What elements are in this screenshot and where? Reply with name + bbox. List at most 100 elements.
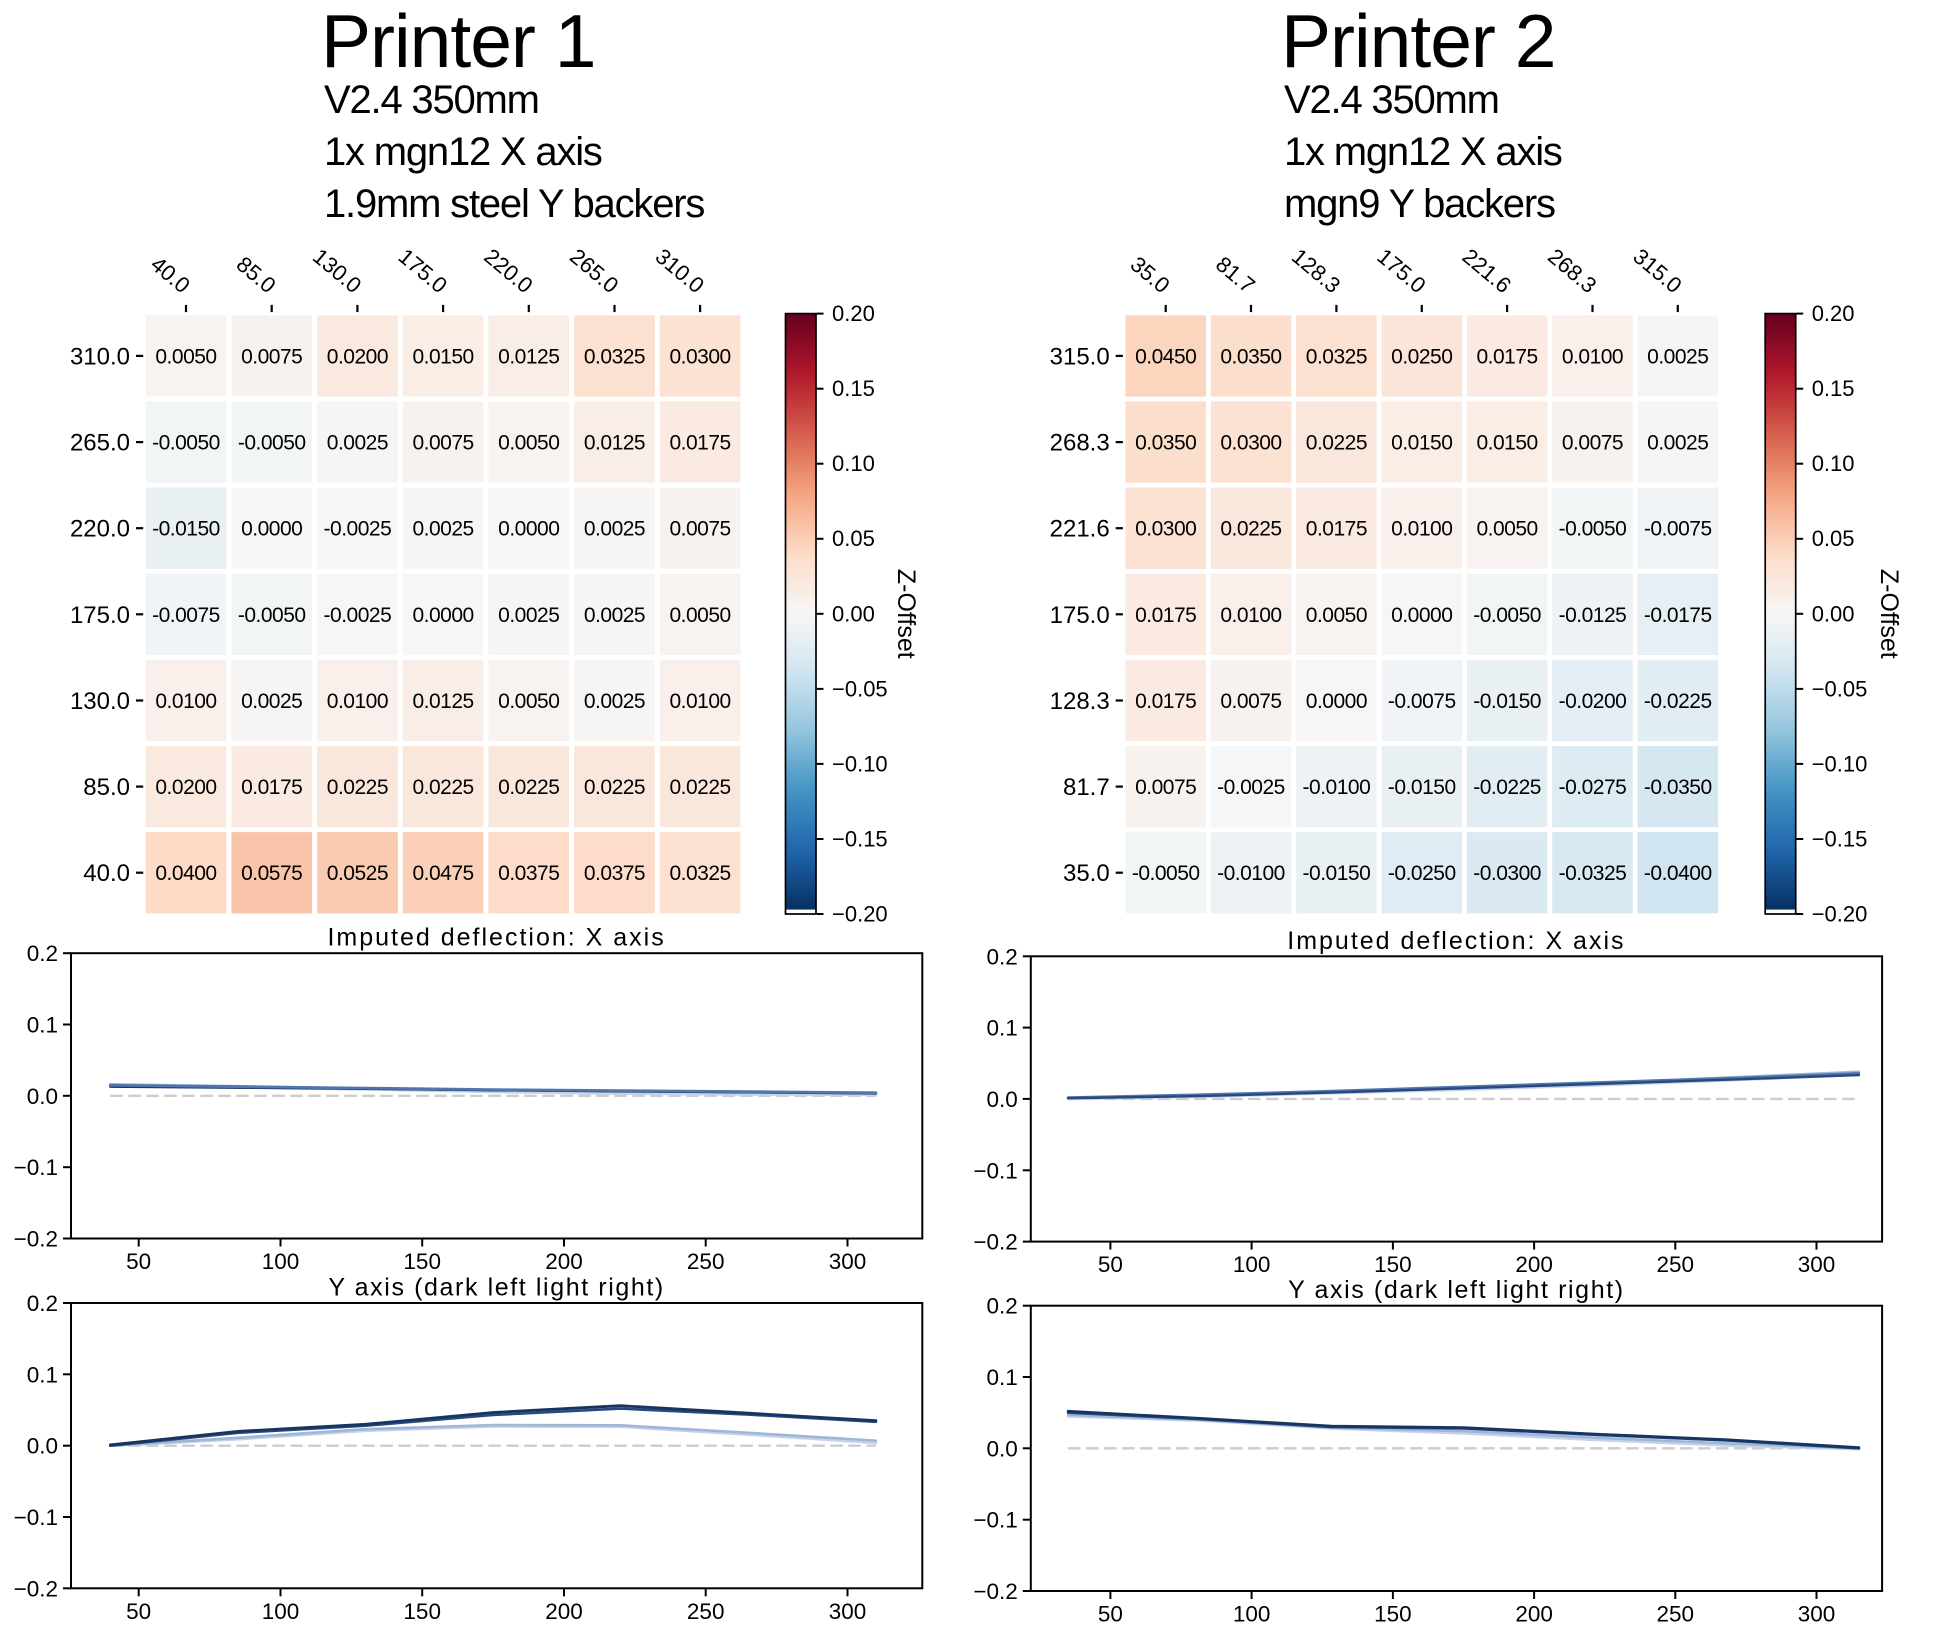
svg-text:0.0050: 0.0050 (1306, 604, 1367, 627)
svg-text:0.0050: 0.0050 (155, 345, 216, 368)
svg-text:0.0: 0.0 (27, 1084, 58, 1109)
svg-text:300: 300 (1798, 1252, 1836, 1277)
svg-text:50: 50 (126, 1599, 151, 1624)
svg-text:0.0: 0.0 (987, 1087, 1018, 1112)
svg-text:0.0025: 0.0025 (584, 604, 645, 627)
svg-text:0.05: 0.05 (1812, 526, 1855, 551)
svg-text:-0.0025: -0.0025 (324, 604, 392, 627)
svg-text:-0.0200: -0.0200 (1559, 690, 1627, 713)
svg-text:Y axis (dark left light right): Y axis (dark left light right) (1288, 1276, 1625, 1304)
svg-text:0.0175: 0.0175 (669, 432, 730, 455)
svg-text:250: 250 (1657, 1252, 1695, 1277)
svg-text:0.0100: 0.0100 (1562, 345, 1623, 368)
svg-text:250: 250 (687, 1599, 725, 1624)
svg-text:0.0150: 0.0150 (1476, 432, 1537, 455)
svg-text:0.0100: 0.0100 (669, 690, 730, 713)
svg-text:0.15: 0.15 (832, 376, 875, 401)
svg-text:-0.0150: -0.0150 (152, 518, 220, 541)
svg-text:0.0050: 0.0050 (498, 690, 559, 713)
svg-text:-0.0050: -0.0050 (1473, 604, 1541, 627)
svg-text:0.0325: 0.0325 (584, 345, 645, 368)
svg-text:250: 250 (687, 1249, 725, 1274)
svg-text:-0.0400: -0.0400 (1644, 862, 1712, 885)
svg-text:0.0150: 0.0150 (412, 345, 473, 368)
svg-text:0.0000: 0.0000 (1391, 604, 1452, 627)
svg-text:0.0025: 0.0025 (498, 604, 559, 627)
svg-text:−0.1: −0.1 (973, 1158, 1017, 1183)
svg-text:0.0300: 0.0300 (669, 345, 730, 368)
svg-text:Printer 1: Printer 1 (321, 0, 595, 83)
svg-text:−0.05: −0.05 (1812, 676, 1868, 701)
svg-text:-0.0025: -0.0025 (324, 518, 392, 541)
svg-text:300: 300 (829, 1599, 867, 1624)
svg-text:-0.0075: -0.0075 (1388, 690, 1456, 713)
svg-text:-0.0100: -0.0100 (1303, 776, 1371, 799)
svg-text:200: 200 (545, 1249, 583, 1274)
svg-text:−0.15: −0.15 (1812, 827, 1868, 852)
svg-text:0.0025: 0.0025 (241, 690, 302, 713)
svg-text:−0.05: −0.05 (832, 676, 888, 701)
svg-text:0.0075: 0.0075 (1562, 432, 1623, 455)
svg-text:0.0075: 0.0075 (1135, 776, 1196, 799)
svg-text:0.10: 0.10 (1812, 451, 1855, 476)
svg-text:0.20: 0.20 (1812, 301, 1855, 326)
svg-text:0.2: 0.2 (27, 941, 58, 966)
svg-text:0.0225: 0.0225 (327, 776, 388, 799)
svg-text:40.0: 40.0 (83, 860, 130, 887)
svg-text:220.0: 220.0 (70, 516, 130, 543)
svg-text:mgn9 Y backers: mgn9 Y backers (1284, 182, 1555, 226)
svg-text:−0.2: −0.2 (973, 1230, 1017, 1255)
svg-text:100: 100 (1233, 1252, 1271, 1277)
svg-text:-0.0150: -0.0150 (1388, 776, 1456, 799)
svg-text:100: 100 (1233, 1602, 1271, 1627)
svg-text:0.0050: 0.0050 (498, 432, 559, 455)
svg-text:0.0225: 0.0225 (412, 776, 473, 799)
svg-text:0.1: 0.1 (27, 1013, 58, 1038)
svg-text:-0.0050: -0.0050 (152, 432, 220, 455)
svg-text:-0.0250: -0.0250 (1388, 862, 1456, 885)
svg-text:Imputed deflection: X axis: Imputed deflection: X axis (1287, 927, 1625, 955)
svg-text:0.0025: 0.0025 (1647, 345, 1708, 368)
svg-text:100: 100 (262, 1599, 300, 1624)
svg-text:0.0475: 0.0475 (412, 862, 473, 885)
svg-text:−0.1: −0.1 (14, 1505, 58, 1530)
svg-text:0.0075: 0.0075 (412, 432, 473, 455)
svg-text:−0.2: −0.2 (14, 1576, 58, 1601)
svg-text:0.0225: 0.0225 (1306, 432, 1367, 455)
svg-text:0.0025: 0.0025 (584, 518, 645, 541)
svg-text:0.0000: 0.0000 (1306, 690, 1367, 713)
svg-text:0.0075: 0.0075 (669, 518, 730, 541)
svg-text:−0.2: −0.2 (14, 1227, 58, 1252)
svg-text:0.0350: 0.0350 (1220, 345, 1281, 368)
svg-text:−0.1: −0.1 (973, 1508, 1017, 1533)
svg-text:0.0175: 0.0175 (1135, 604, 1196, 627)
svg-text:0.0200: 0.0200 (155, 776, 216, 799)
svg-text:0.0250: 0.0250 (1391, 345, 1452, 368)
svg-text:Y axis (dark left light right): Y axis (dark left light right) (328, 1274, 665, 1302)
svg-text:-0.0050: -0.0050 (238, 432, 306, 455)
svg-text:0.0000: 0.0000 (412, 604, 473, 627)
svg-text:1.9mm steel Y backers: 1.9mm steel Y backers (324, 182, 704, 226)
svg-text:0.0050: 0.0050 (669, 604, 730, 627)
svg-text:Printer 2: Printer 2 (1281, 0, 1555, 83)
svg-text:0.20: 0.20 (832, 301, 875, 326)
svg-text:0.0375: 0.0375 (498, 862, 559, 885)
svg-text:250: 250 (1657, 1602, 1695, 1627)
svg-text:150: 150 (1374, 1252, 1412, 1277)
svg-text:100: 100 (262, 1249, 300, 1274)
svg-text:−0.2: −0.2 (973, 1579, 1017, 1604)
svg-text:-0.0350: -0.0350 (1644, 776, 1712, 799)
svg-text:V2.4 350mm: V2.4 350mm (1284, 78, 1499, 122)
svg-text:0.0125: 0.0125 (412, 690, 473, 713)
svg-text:0.0150: 0.0150 (1391, 432, 1452, 455)
svg-text:0.0100: 0.0100 (1391, 518, 1452, 541)
svg-text:-0.0150: -0.0150 (1473, 690, 1541, 713)
svg-text:0.0225: 0.0225 (584, 776, 645, 799)
svg-text:0.0025: 0.0025 (1647, 432, 1708, 455)
svg-text:0.0100: 0.0100 (1220, 604, 1281, 627)
svg-text:−0.1: −0.1 (14, 1155, 58, 1180)
svg-text:0.05: 0.05 (832, 526, 875, 551)
svg-text:300: 300 (829, 1249, 867, 1274)
svg-text:0.0325: 0.0325 (1306, 345, 1367, 368)
svg-text:0.0000: 0.0000 (498, 518, 559, 541)
